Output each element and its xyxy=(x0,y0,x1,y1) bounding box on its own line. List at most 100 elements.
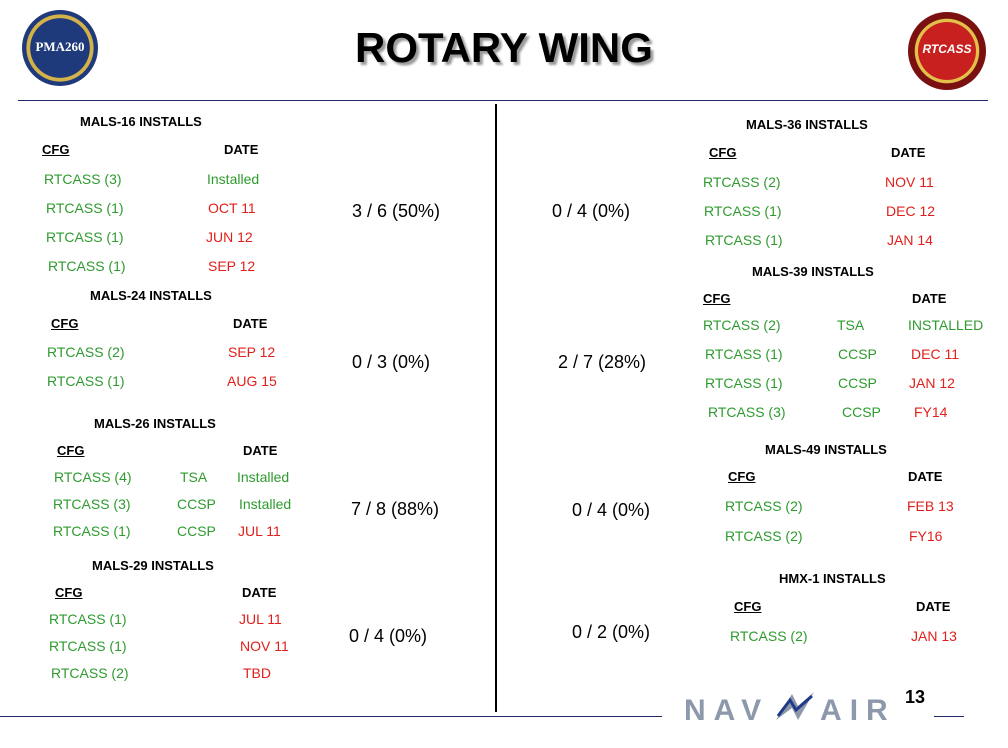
mals36-ratio: 0 / 4 (0%) xyxy=(552,201,631,221)
mals49-row2-date: FY16 xyxy=(909,528,943,544)
mals49-row1-date: FEB 13 xyxy=(907,498,954,514)
mals39-row3-date: JAN 12 xyxy=(909,375,955,391)
mals39-row1-date: INSTALLED xyxy=(908,317,984,333)
mals26-ratio: 7 / 8 (88%) xyxy=(351,499,440,519)
page-title: ROTARY WING xyxy=(355,24,653,71)
mals24-header: CFG DATE xyxy=(51,316,278,331)
mals16-date-header: DATE xyxy=(224,142,259,157)
mals36-title: MALS-36 INSTALLS xyxy=(746,117,868,132)
mals26-row2-cfg: RTCASS (3) xyxy=(53,496,131,512)
mals16-row1-cfg: RTCASS (3) xyxy=(44,171,122,187)
mals16-cfg-header: CFG xyxy=(42,142,70,157)
mals39-title: MALS-39 INSTALLS xyxy=(752,264,874,279)
hmx1-header: CFG DATE xyxy=(734,599,961,614)
mals39-row4-type: CCSP xyxy=(842,404,881,420)
mals49-title: MALS-49 INSTALLS xyxy=(765,442,887,457)
bottom-rule-left xyxy=(0,716,662,717)
mals16-row4-cfg: RTCASS (1) xyxy=(48,258,126,274)
mals24-row2-date: AUG 15 xyxy=(227,373,277,389)
mals24-ratio: 0 / 3 (0%) xyxy=(352,352,431,372)
navair-logo-right: AIR xyxy=(820,694,896,727)
mals16-row2-cfg: RTCASS (1) xyxy=(46,200,124,216)
mals24-row1-cfg: RTCASS (2) xyxy=(47,344,125,360)
mals26-row3-date: JUL 11 xyxy=(238,523,281,539)
mals16-title: MALS-16 INSTALLS xyxy=(80,114,202,129)
mals16-row3-date: JUN 12 xyxy=(206,229,253,245)
hmx1-row1-date: JAN 13 xyxy=(911,628,957,644)
hmx1-ratio: 0 / 2 (0%) xyxy=(572,622,651,642)
mals49-row1-cfg: RTCASS (2) xyxy=(725,498,803,514)
mals29-title: MALS-29 INSTALLS xyxy=(92,558,214,573)
mals49-header: CFG DATE xyxy=(728,469,955,484)
mals36-date-header: DATE xyxy=(891,145,926,160)
mals39-row1-cfg: RTCASS (2) xyxy=(703,317,781,333)
mals36-row1-date: NOV 11 xyxy=(885,174,934,190)
mals39-row2-type: CCSP xyxy=(838,346,877,362)
mals24-row1-date: SEP 12 xyxy=(228,344,276,360)
mals29-row2-date: NOV 11 xyxy=(240,638,289,654)
navair-logo-icon: NAV AIR xyxy=(684,690,896,730)
mals49-cfg-header: CFG xyxy=(728,469,756,484)
column-divider xyxy=(495,104,497,712)
mals16-ratio: 3 / 6 (50%) xyxy=(352,201,441,221)
mals26-row3-type: CCSP xyxy=(177,523,216,539)
navair-logo-left: NAV xyxy=(684,694,770,727)
mals29-ratio: 0 / 4 (0%) xyxy=(349,626,428,646)
mals26-row2-date: Installed xyxy=(239,496,292,512)
mals26-row2-type: CCSP xyxy=(177,496,216,512)
mals26-row3-cfg: RTCASS (1) xyxy=(53,523,131,539)
mals39-cfg-header: CFG xyxy=(703,291,731,306)
mals39-ratio: 2 / 7 (28%) xyxy=(558,352,647,372)
mals16-row4-date: SEP 12 xyxy=(208,258,256,274)
mals26-title: MALS-26 INSTALLS xyxy=(94,416,216,431)
mals16-row1-date: Installed xyxy=(207,171,260,187)
mals39-row4-date: FY14 xyxy=(914,404,948,420)
mals26-row1-type: TSA xyxy=(180,469,208,485)
pma260-seal-icon: PMA260 xyxy=(22,10,98,86)
mals49-ratio: 0 / 4 (0%) xyxy=(572,500,651,520)
hmx1-date-header: DATE xyxy=(916,599,951,614)
mals29-header: CFG DATE xyxy=(55,585,282,600)
rtcass-seal-icon: RTCASS xyxy=(908,12,986,90)
mals39-row1-type: TSA xyxy=(837,317,865,333)
mals49-row2-cfg: RTCASS (2) xyxy=(725,528,803,544)
mals26-date-header: DATE xyxy=(243,443,278,458)
mals16-row2-date: OCT 11 xyxy=(208,200,256,216)
mals36-row2-cfg: RTCASS (1) xyxy=(704,203,782,219)
mals39-row3-cfg: RTCASS (1) xyxy=(705,375,783,391)
mals29-row3-cfg: RTCASS (2) xyxy=(51,665,129,681)
mals29-row1-cfg: RTCASS (1) xyxy=(49,611,127,627)
page-number: 13 xyxy=(905,687,926,707)
mals26-header: CFG DATE xyxy=(57,443,283,458)
rtcass-seal-label: RTCASS xyxy=(922,42,972,56)
mals39-row4-cfg: RTCASS (3) xyxy=(708,404,786,420)
mals24-row2-cfg: RTCASS (1) xyxy=(47,373,125,389)
mals29-row3-date: TBD xyxy=(243,665,271,681)
mals39-header: CFG DATE xyxy=(703,291,957,306)
mals29-row2-cfg: RTCASS (1) xyxy=(49,638,127,654)
mals36-row3-cfg: RTCASS (1) xyxy=(705,232,783,248)
mals36-row3-date: JAN 14 xyxy=(887,232,933,248)
mals24-date-header: DATE xyxy=(233,316,268,331)
mals36-cfg-header: CFG xyxy=(709,145,737,160)
hmx1-row1-cfg: RTCASS (2) xyxy=(730,628,808,644)
top-rule xyxy=(18,100,988,101)
mals29-cfg-header: CFG xyxy=(55,585,83,600)
mals29-row1-date: JUL 11 xyxy=(239,611,282,627)
mals26-row1-cfg: RTCASS (4) xyxy=(54,469,132,485)
mals39-row2-cfg: RTCASS (1) xyxy=(705,346,783,362)
bottom-rule-right xyxy=(934,716,964,717)
mals39-row3-type: CCSP xyxy=(838,375,877,391)
mals36-row2-date: DEC 12 xyxy=(886,203,936,219)
mals24-title: MALS-24 INSTALLS xyxy=(90,288,212,303)
mals36-header: CFG DATE xyxy=(709,145,936,160)
pma260-seal-label: PMA260 xyxy=(35,39,85,54)
mals16-header: CFG DATE xyxy=(42,142,268,157)
mals39-row2-date: DEC 11 xyxy=(911,346,959,362)
hmx1-cfg-header: CFG xyxy=(734,599,762,614)
mals49-date-header: DATE xyxy=(908,469,943,484)
mals26-cfg-header: CFG xyxy=(57,443,85,458)
mals29-date-header: DATE xyxy=(242,585,277,600)
mals16-row3-cfg: RTCASS (1) xyxy=(46,229,124,245)
hmx1-title: HMX-1 INSTALLS xyxy=(779,571,886,586)
